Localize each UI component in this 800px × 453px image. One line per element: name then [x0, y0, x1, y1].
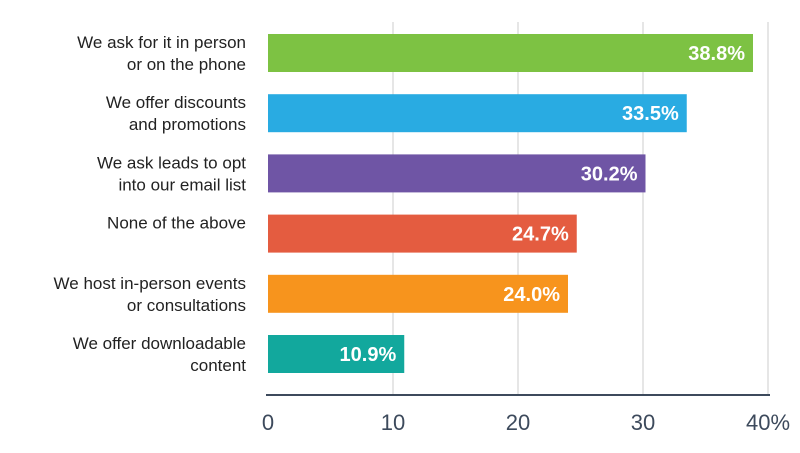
category-label: None of the above — [107, 214, 246, 233]
x-tick-label: 40% — [746, 410, 790, 435]
bar-value-label: 24.0% — [503, 284, 560, 306]
bar-value-label: 33.5% — [622, 103, 679, 125]
bar-value-label: 30.2% — [581, 163, 638, 185]
bar — [268, 34, 753, 72]
category-label: We host in-person events or consultations — [54, 274, 246, 315]
category-label: We offer downloadable content — [73, 334, 247, 375]
bar — [268, 274, 568, 313]
gridlines — [392, 22, 769, 395]
x-tick-label: 30 — [631, 410, 655, 435]
x-tick-label: 0 — [262, 410, 274, 435]
bar — [268, 335, 405, 373]
bar-value-label: 10.9% — [340, 344, 397, 366]
bar-value-label: 24.7% — [512, 224, 569, 246]
x-tick-labels: 0 10 20 30 40% — [262, 410, 790, 435]
bar — [268, 154, 646, 193]
bar — [268, 214, 577, 253]
x-tick-label: 10 — [381, 410, 405, 435]
x-tick-label: 20 — [506, 410, 530, 435]
category-label: We offer discounts and promotions — [106, 93, 246, 134]
category-labels: We ask for it in person or on the phone We… — [54, 33, 247, 375]
bar-value-label: 38.8% — [688, 43, 745, 65]
bar — [268, 94, 687, 133]
bars: 38.8% 33.5% 30.2% 24.7% 24.0% 10.9% — [268, 34, 753, 373]
category-label: We ask leads to opt into our email list — [97, 153, 246, 194]
category-label: We ask for it in person or on the phone — [77, 33, 246, 74]
